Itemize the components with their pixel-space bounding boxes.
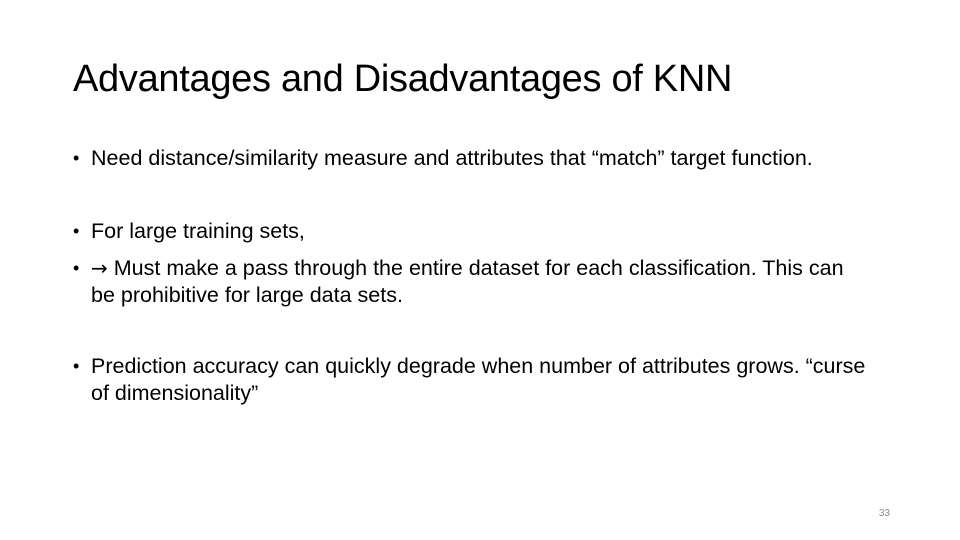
bullet-item-large-training-sets: • For large training sets, — [73, 218, 873, 245]
slide-title: Advantages and Disadvantages of KNN — [73, 58, 733, 100]
bullet-list: • Need distance/similarity measure and a… — [73, 145, 873, 407]
bullet-text: Must make a pass through the entire data… — [91, 256, 844, 307]
bullet-text-wrapper: → Must make a pass through the entire dat… — [91, 255, 873, 309]
bullet-item-curse-of-dimensionality: • Prediction accuracy can quickly degrad… — [73, 353, 873, 407]
bullet-dot-icon: • — [73, 221, 80, 241]
bullet-item-pass-through-dataset: • → Must make a pass through the entire d… — [73, 255, 873, 309]
bullet-dot-icon: • — [73, 148, 80, 168]
bullet-dot-icon: • — [73, 258, 80, 278]
right-arrow-icon: → — [91, 256, 108, 280]
slide-page-number: 33 — [878, 508, 890, 519]
bullet-dot-icon: • — [73, 356, 80, 376]
bullet-text: Need distance/similarity measure and att… — [91, 146, 813, 170]
bullet-text: Prediction accuracy can quickly degrade … — [91, 354, 866, 405]
bullet-item-distance-measure: • Need distance/similarity measure and a… — [73, 145, 873, 172]
bullet-text: For large training sets, — [91, 219, 305, 243]
